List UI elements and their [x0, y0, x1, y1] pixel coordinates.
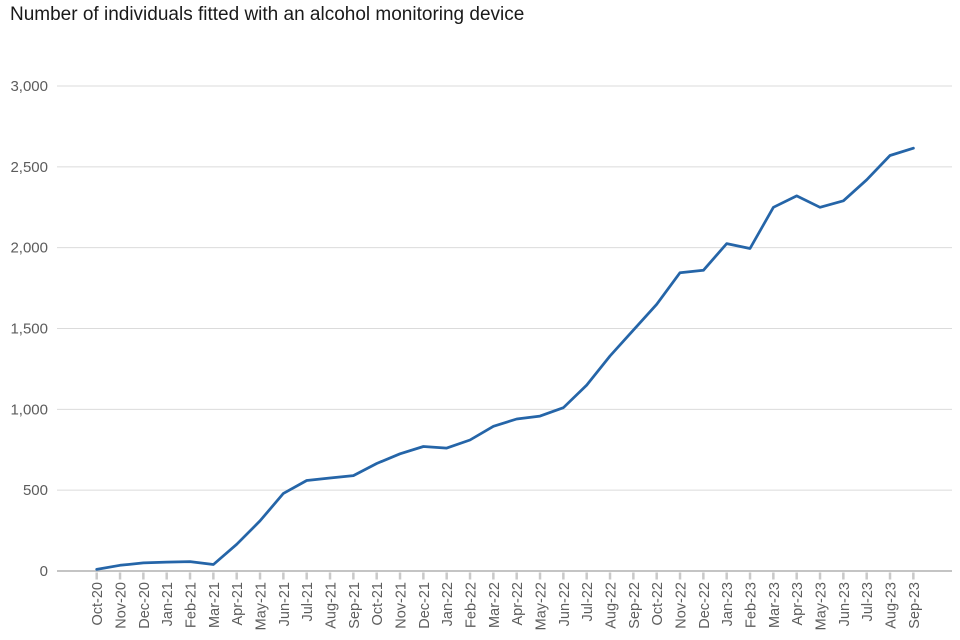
data-line-series: [95, 146, 915, 571]
x-axis-tick-label: Nov-20: [114, 582, 130, 629]
x-axis-tick-label: Feb-21: [184, 582, 200, 628]
x-axis-tick-label: May-22: [534, 582, 550, 630]
x-axis-tick-label: Nov-22: [674, 582, 690, 629]
x-axis-tick-label: Apr-21: [230, 582, 246, 626]
x-axis-tick-label: Mar-21: [207, 582, 223, 628]
x-axis-tick-label: Mar-23: [767, 582, 783, 628]
y-axis-tick-label: 1,000: [10, 401, 48, 418]
x-axis-tick-label: May-23: [814, 582, 830, 630]
x-axis-tick-label: Jul-22: [580, 582, 596, 622]
y-axis-tick-label: 500: [23, 482, 48, 499]
y-axis-tick-label: 3,000: [10, 78, 48, 95]
x-axis-tick-label: Oct-21: [370, 582, 386, 626]
x-axis-tick-label: Jul-21: [300, 582, 316, 622]
x-axis-tick-label: Aug-21: [324, 582, 340, 629]
y-axis-tick-label: 2,000: [10, 240, 48, 257]
x-axis-tick-label: Apr-22: [510, 582, 526, 626]
x-axis-tick-label: Jun-21: [277, 582, 293, 626]
x-axis-tick-label: Jan-23: [720, 582, 736, 626]
x-axis-tick-label: Oct-22: [650, 582, 666, 626]
x-axis-tick-label: Apr-23: [790, 582, 806, 626]
x-axis-tick-label: Aug-23: [884, 582, 900, 629]
x-axis-tick-label: Jan-22: [440, 582, 456, 626]
x-axis-tick-label: Sep-23: [907, 582, 923, 629]
x-axis-tick-label: Mar-22: [487, 582, 503, 628]
y-axis-tick-label: 0: [40, 563, 48, 580]
x-axis-tick-label: Sep-22: [627, 582, 643, 629]
x-axis-tick-label: Jul-23: [860, 582, 876, 622]
x-axis-tick-label: Dec-22: [697, 582, 713, 629]
x-axis-tick-label: Oct-20: [90, 582, 106, 626]
x-axis-tick-label: Nov-21: [394, 582, 410, 629]
x-axis-tick-label: Dec-20: [137, 582, 153, 629]
chart-title: Number of individuals fitted with an alc…: [10, 4, 525, 25]
x-axis-tick-label: Dec-21: [417, 582, 433, 629]
x-axis-tick-label: Aug-22: [604, 582, 620, 629]
x-axis-tick-label: Sep-21: [347, 582, 363, 629]
x-axis-tick-label: Jan-21: [160, 582, 176, 626]
x-axis-tick-label: Feb-23: [744, 582, 760, 628]
x-axis-tick-label: Jun-23: [837, 582, 853, 626]
y-axis-tick-label: 1,500: [10, 321, 48, 338]
x-axis-tick-label: Feb-22: [464, 582, 480, 628]
y-axis-tick-label: 2,500: [10, 159, 48, 176]
x-axis-tick-label: Jun-22: [557, 582, 573, 626]
x-axis-tick-label: May-21: [254, 582, 270, 630]
